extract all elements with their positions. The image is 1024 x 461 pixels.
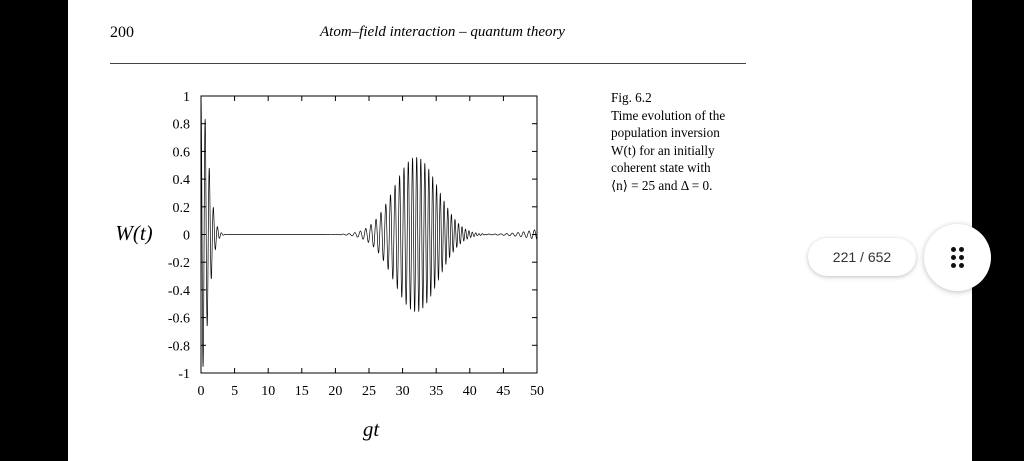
document-page: 200 Atom–field interaction – quantum the… — [68, 0, 972, 461]
x-tick-label: 35 — [429, 384, 443, 399]
y-tick-label: 0.4 — [173, 173, 191, 188]
caption-line: population inversion — [611, 125, 720, 141]
y-tick-label: -1 — [178, 367, 190, 382]
page-number: 200 — [110, 24, 134, 41]
x-tick-label: 50 — [530, 384, 544, 399]
more-options-button[interactable] — [924, 224, 991, 291]
y-tick-label: -0.8 — [168, 339, 190, 354]
y-tick-label: 0.6 — [173, 145, 191, 160]
running-head: Atom–field interaction – quantum theory — [320, 24, 565, 40]
caption-line: coherent state with — [611, 160, 711, 176]
y-tick-label: 0.8 — [173, 118, 191, 133]
x-tick-label: 40 — [463, 384, 477, 399]
x-tick-label: 5 — [231, 384, 238, 399]
caption-line: Time evolution of the — [611, 107, 726, 123]
header-rule — [110, 63, 746, 64]
caption-line: ⟨n⟩ = 25 and Δ = 0. — [611, 177, 713, 193]
y-axis-label: W(t) — [115, 221, 152, 245]
y-tick-label: -0.2 — [168, 256, 190, 271]
figure-chart: 1 0.8 0.6 0.4 0.2 0 -0.2 -0.4 -0.6 -0.8 -1 0 5 10 15 20… — [115, 90, 544, 441]
x-tick-label: 30 — [396, 384, 410, 399]
x-axis-label: gt — [363, 417, 381, 441]
figure-caption: Fig. 6.2 Time evolution of the populatio… — [611, 89, 725, 195]
y-tick-label: 0.2 — [173, 201, 191, 216]
y-tick-label: -0.4 — [168, 284, 190, 299]
more-dots-icon — [951, 247, 964, 268]
series-line-w — [200, 95, 538, 367]
x-tick-label: 20 — [328, 384, 342, 399]
y-tick-label: 1 — [183, 90, 190, 105]
x-tick-label: 10 — [261, 384, 275, 399]
x-tick-label: 15 — [295, 384, 309, 399]
y-tick-label: -0.6 — [168, 312, 190, 327]
x-tick-label: 25 — [362, 384, 376, 399]
x-tick-label: 45 — [496, 384, 510, 399]
page-indicator: 221 / 652 — [808, 238, 916, 276]
caption-line: W(t) for an initially — [611, 142, 715, 158]
x-tick-label: 0 — [198, 384, 205, 399]
caption-line: Fig. 6.2 — [611, 90, 652, 105]
y-tick-label: 0 — [183, 229, 190, 244]
